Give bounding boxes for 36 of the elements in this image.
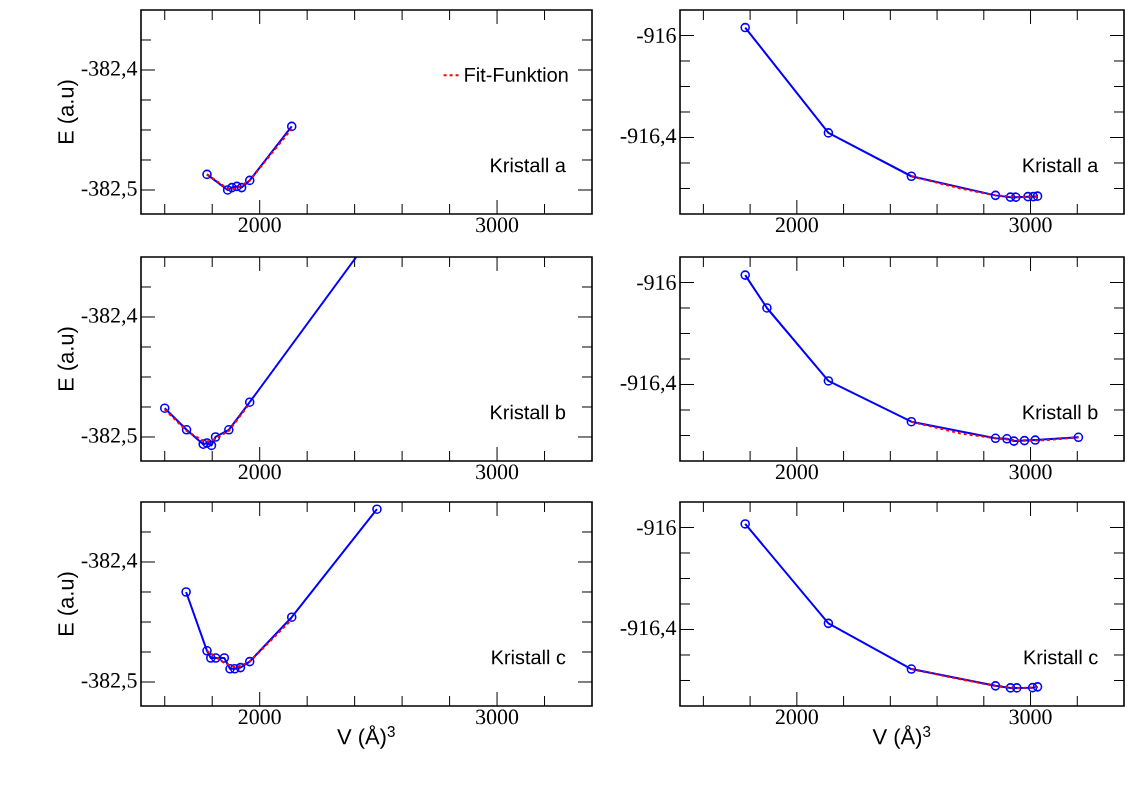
- x-tick-label: 3000: [476, 464, 519, 480]
- annotation: Kristall c: [492, 649, 566, 665]
- y-tick-label: -916: [637, 28, 676, 43]
- y-tick-label: -382,4: [81, 553, 138, 571]
- y-tick-label: -382,5: [81, 428, 137, 446]
- y-tick-label: -382,4: [81, 61, 138, 79]
- y-tick-label: -916,4: [620, 128, 677, 147]
- x-tick-label: 3000: [1009, 709, 1052, 725]
- annotation: Kristall a: [1023, 157, 1099, 173]
- legend-label: Fit-Funktion: [465, 67, 568, 82]
- x-tick-label: 3000: [1009, 464, 1052, 480]
- y-tick-label: -916: [637, 275, 676, 290]
- y-tick-label: -916: [637, 520, 676, 535]
- y-axis-title: E (a.u): [57, 572, 79, 636]
- annotation: Kristall c: [1024, 649, 1098, 665]
- y-axis-title: E (a.u): [57, 327, 79, 391]
- x-tick-label: 3000: [1009, 217, 1052, 233]
- x-tick-label: 2000: [775, 709, 818, 725]
- x-tick-label: 3000: [476, 217, 519, 233]
- x-tick-label: 2000: [238, 709, 281, 725]
- y-tick-label: -916,4: [620, 620, 677, 639]
- y-axis-title: E (a.u): [57, 80, 79, 144]
- x-tick-label: 2000: [775, 217, 818, 233]
- annotation: Kristall a: [491, 157, 566, 173]
- x-axis-title: V (Å)$^{3}$: [337, 725, 395, 749]
- x-tick-label: 2000: [238, 217, 281, 233]
- y-tick-label: -382,5: [81, 181, 137, 199]
- annotation: Kristall b: [1023, 404, 1098, 420]
- annotation: Kristall b: [491, 404, 566, 420]
- y-tick-label: -382,5: [81, 673, 137, 691]
- x-tick-label: 2000: [775, 464, 818, 480]
- x-axis-title: V (Å)$^{3}$: [872, 725, 931, 749]
- x-tick-label: 3000: [476, 709, 519, 725]
- y-tick-label: -382,4: [81, 308, 138, 326]
- y-tick-label: -916,4: [620, 375, 677, 394]
- x-tick-label: 2000: [238, 464, 281, 480]
